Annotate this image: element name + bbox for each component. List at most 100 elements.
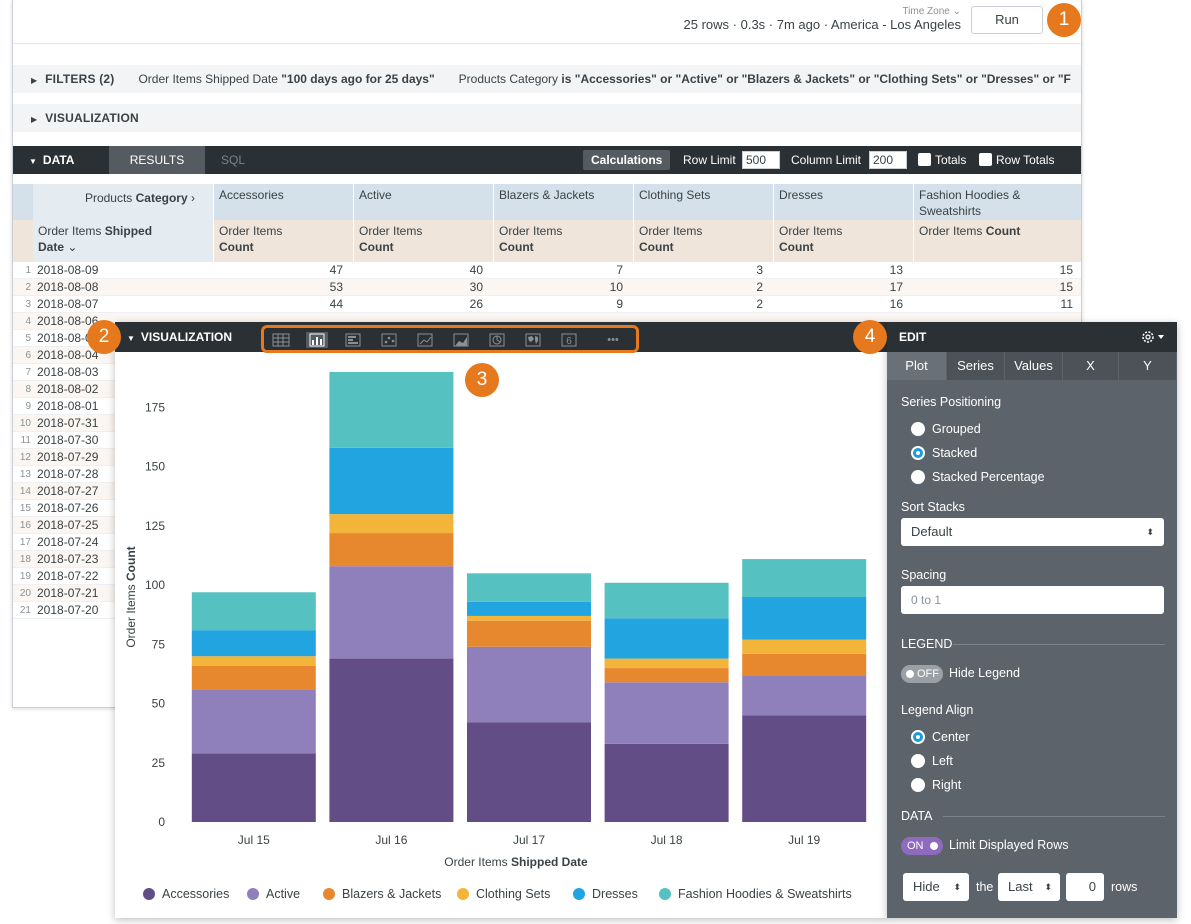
measure-prefix: Order Items	[919, 224, 983, 238]
measure-header-3[interactable]: Order Items Count	[493, 220, 633, 262]
category-header-1[interactable]: Accessories	[213, 184, 353, 220]
edit-tabs: Plot Series Values X Y	[887, 352, 1177, 380]
filters-section[interactable]: ▶ FILTERS (2) Order Items Shipped Date "10…	[13, 65, 1081, 93]
y-tick-label: 0	[158, 815, 165, 829]
legend-entry: Dresses	[592, 887, 638, 901]
radio-grouped[interactable]	[911, 422, 925, 436]
measure-header-4[interactable]: Order Items Count	[633, 220, 773, 262]
toggle-knob	[930, 842, 938, 850]
bar-segment	[742, 639, 867, 654]
row-date: 2018-08-07	[37, 297, 99, 311]
radio-center[interactable]	[911, 730, 925, 744]
measure-header-6[interactable]: Order Items Count	[913, 220, 1081, 262]
line-chart-icon[interactable]	[414, 332, 436, 348]
run-button[interactable]: Run	[971, 6, 1043, 34]
tab-values[interactable]: Values	[1005, 352, 1063, 380]
calculations-button[interactable]: Calculations	[583, 150, 671, 170]
data-toolbar: ▼ DATA RESULTS SQL Calculations Row Limit…	[13, 146, 1081, 174]
measure-header-2[interactable]: Order Items Count	[353, 220, 493, 262]
column-chart-icon[interactable]	[306, 332, 328, 348]
tab-plot[interactable]: Plot	[887, 352, 947, 380]
bar-segment	[329, 533, 454, 567]
toggle-state: ON	[907, 840, 924, 852]
legend-align-label: Legend Align	[901, 703, 974, 717]
radio-right-label: Right	[932, 778, 962, 792]
row-number: 13	[19, 469, 31, 480]
row-date: 2018-07-23	[37, 552, 99, 566]
row-number: 21	[19, 605, 31, 616]
area-chart-icon[interactable]	[450, 332, 472, 348]
category-header-4[interactable]: Clothing Sets	[633, 184, 773, 220]
category-header-2[interactable]: Active	[353, 184, 493, 220]
single-value-icon[interactable]: 6	[558, 332, 580, 348]
bar-segment	[604, 668, 729, 683]
sort-stacks-select[interactable]: Default ⬍	[901, 518, 1164, 546]
y-tick-label: 75	[152, 637, 166, 651]
pivot-header-bold: Category	[135, 191, 188, 205]
expand-triangle-icon[interactable]: ▶	[31, 115, 38, 124]
measure-prefix: Order Items	[779, 224, 843, 238]
measure-header-5[interactable]: Order Items Count	[773, 220, 913, 262]
column-limit-input[interactable]: 200	[869, 151, 907, 169]
first-last-select[interactable]: Last ⬍	[998, 873, 1060, 901]
bar-segment	[742, 715, 867, 822]
tab-data[interactable]: ▼ DATA	[13, 146, 90, 174]
pie-chart-icon[interactable]	[486, 332, 508, 348]
row-number: 20	[19, 588, 31, 599]
row-date: 2018-08-02	[37, 382, 99, 396]
cell-value: 17	[889, 280, 903, 294]
radio-left[interactable]	[911, 754, 925, 768]
visualization-title[interactable]: ▼ VISUALIZATION	[127, 322, 232, 354]
category-header-3[interactable]: Blazers & Jackets	[493, 184, 633, 220]
bar-segment	[329, 372, 454, 448]
spacing-input[interactable]: 0 to 1	[901, 586, 1164, 614]
tab-y[interactable]: Y	[1119, 352, 1177, 380]
edit-header: EDIT	[887, 322, 1177, 352]
row-date: 2018-07-20	[37, 603, 99, 617]
table-row: 2 2018-08-08 53 30 10 2 17 15	[13, 279, 1081, 296]
dim-header-prefix: Order Items	[38, 224, 102, 238]
tab-x[interactable]: X	[1063, 352, 1119, 380]
tab-sql[interactable]: SQL	[221, 153, 246, 167]
cell-value: 9	[616, 297, 623, 311]
measure-header-1[interactable]: Order Items Count	[213, 220, 353, 262]
map-icon[interactable]	[522, 332, 544, 348]
sort-stacks-value: Default	[911, 524, 953, 539]
hide-legend-toggle[interactable]: OFF	[901, 665, 943, 683]
row-totals-checkbox[interactable]	[979, 153, 992, 166]
cell-value: 13	[889, 263, 903, 277]
visualization-section[interactable]: ▶ VISUALIZATION	[13, 104, 1081, 132]
bar-segment	[467, 620, 591, 647]
timezone-dropdown[interactable]: Time Zone ⌄	[902, 6, 961, 17]
radio-right[interactable]	[911, 778, 925, 792]
expand-triangle-icon[interactable]: ▶	[31, 76, 38, 85]
category-header-5[interactable]: Dresses	[773, 184, 913, 220]
tab-series[interactable]: Series	[947, 352, 1005, 380]
hide-show-select[interactable]: Hide ⬍	[903, 873, 969, 901]
rows-count-input[interactable]: 0	[1066, 873, 1104, 901]
row-number: 9	[25, 401, 31, 412]
row-limit-input[interactable]: 500	[742, 151, 780, 169]
legend-entry: Active	[266, 887, 300, 901]
tab-results[interactable]: RESULTS	[109, 146, 205, 174]
dim-header-bold-2: Date	[38, 240, 65, 254]
pivot-dimension-header[interactable]: Products Category ›	[33, 184, 213, 220]
table-icon[interactable]	[270, 332, 292, 348]
limit-rows-toggle[interactable]: ON	[901, 837, 943, 855]
legend-marker	[573, 888, 585, 900]
row-number: 1	[25, 265, 31, 276]
dimension-header[interactable]: Order Items Shipped Date ⌄	[33, 220, 213, 262]
radio-stacked[interactable]	[911, 446, 925, 460]
category-header-6[interactable]: Fashion Hoodies & Sweatshirts	[913, 184, 1081, 220]
measure-bold: Count	[219, 240, 254, 254]
divider	[943, 816, 1165, 817]
row-date: 2018-07-21	[37, 586, 99, 600]
scatter-icon[interactable]	[378, 332, 400, 348]
row-number: 15	[19, 503, 31, 514]
row-date: 2018-08-08	[37, 280, 99, 294]
more-icon[interactable]: •••	[607, 334, 619, 346]
radio-stacked-percentage[interactable]	[911, 470, 925, 484]
gear-icon[interactable]	[1139, 328, 1169, 346]
totals-checkbox[interactable]	[918, 153, 931, 166]
bar-chart-icon[interactable]	[342, 332, 364, 348]
